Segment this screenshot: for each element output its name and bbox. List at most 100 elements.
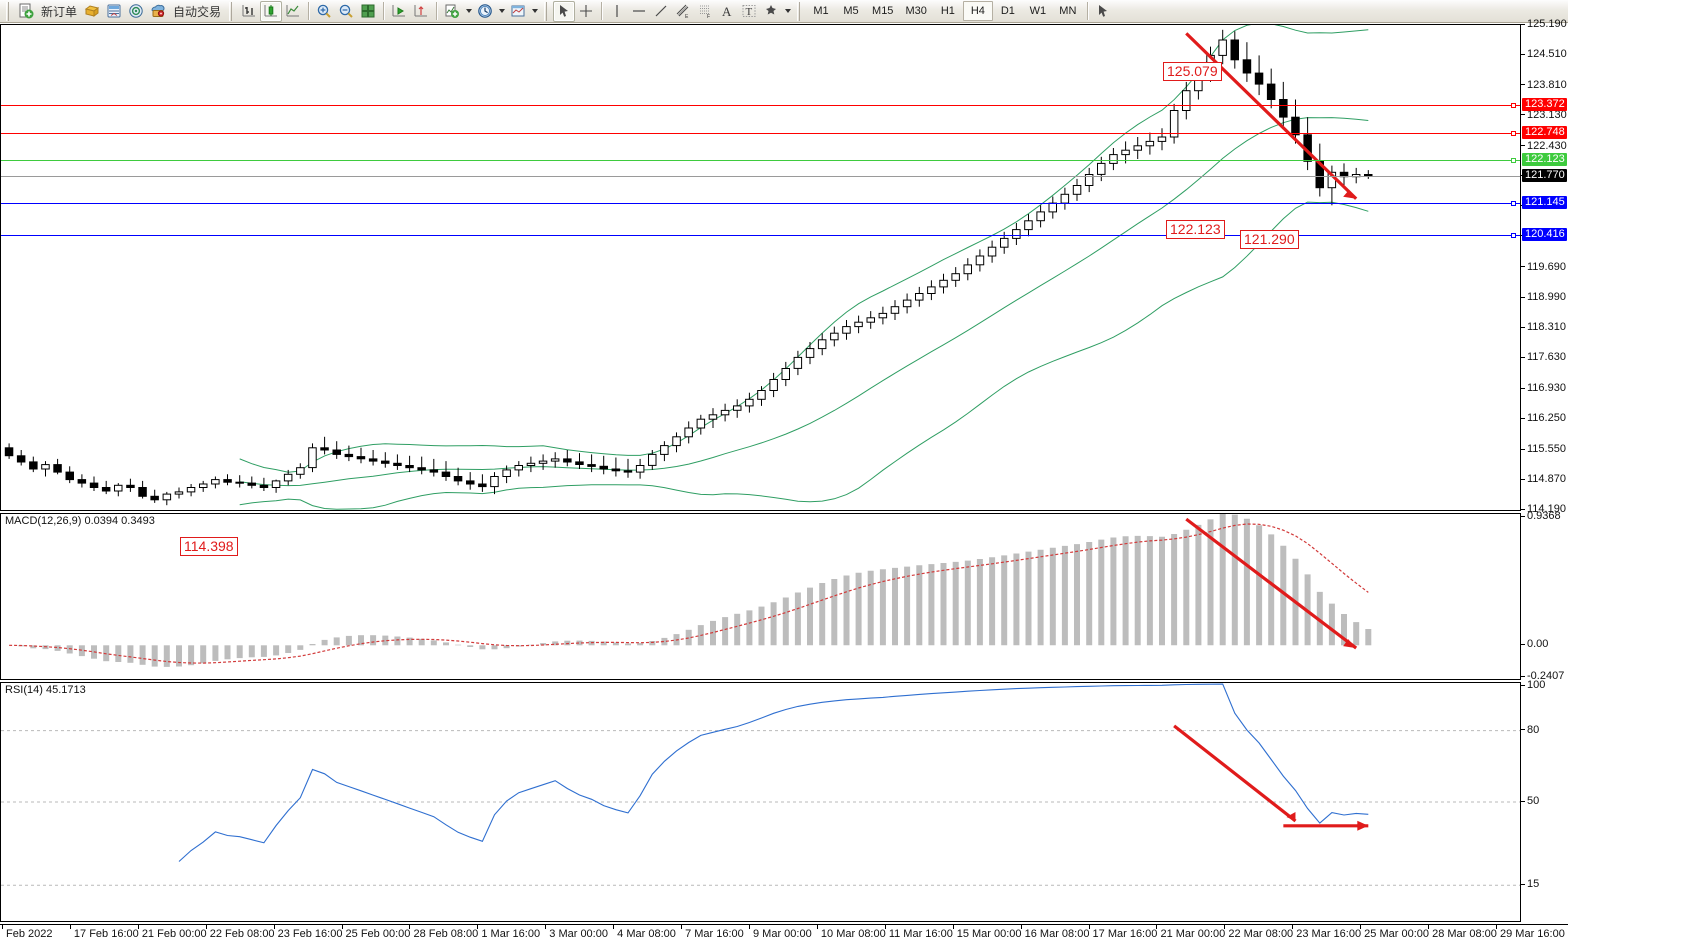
auto-trading-label[interactable]: 自动交易: [173, 4, 222, 19]
auto-trading-icon[interactable]: [147, 1, 169, 22]
horizontal-level-line[interactable]: [1, 160, 1520, 162]
price-level-label[interactable]: 122.748: [1522, 125, 1567, 139]
zoom-in-icon[interactable]: [313, 1, 335, 22]
level-line-handle[interactable]: [1511, 103, 1516, 109]
macd-pane[interactable]: MACD(12,26,9) 0.0394 0.3493: [0, 513, 1521, 680]
timeframe-m5[interactable]: M5: [843, 5, 859, 17]
indicators-dropdown-arrow[interactable]: [463, 1, 474, 22]
shapes-dropdown-arrow[interactable]: [782, 1, 793, 22]
svg-text:E: E: [685, 14, 689, 19]
time-tick-label: 1 Mar 16:00: [481, 928, 541, 940]
price-pane[interactable]: [0, 24, 1521, 511]
horizontal-level-line[interactable]: [1, 235, 1520, 237]
price-tick-label: 114.190: [1527, 503, 1566, 515]
price-tick: 125.190: [1521, 18, 1568, 30]
rsi-tick: 80: [1521, 724, 1568, 736]
vertical-line-icon[interactable]: [606, 1, 628, 22]
templates-icon[interactable]: [507, 1, 529, 22]
tile-windows-icon[interactable]: [357, 1, 379, 22]
cursor-icon[interactable]: [553, 0, 576, 22]
rsi-tick: 100: [1521, 679, 1568, 691]
price-level-label[interactable]: 122.123: [1522, 153, 1567, 167]
equidistant-channel-icon[interactable]: E: [672, 1, 694, 22]
level-line-handle[interactable]: [1511, 130, 1516, 136]
timeframe-m30[interactable]: M30: [905, 5, 927, 17]
price-annotation[interactable]: 114.398: [180, 537, 238, 556]
timeframe-d1[interactable]: D1: [1000, 5, 1015, 17]
price-scale[interactable]: 125.190 124.510 123.810 123.130 122.430 121.7…: [1521, 18, 1568, 922]
price-level-label[interactable]: 121.145: [1522, 196, 1567, 210]
toolbar-grip-3[interactable]: [543, 1, 551, 21]
trendline-icon[interactable]: [650, 1, 672, 22]
price-tick: 123.130: [1521, 109, 1568, 121]
timeframe-h1[interactable]: H1: [940, 5, 955, 17]
auto-scroll-icon[interactable]: [388, 1, 410, 22]
toolbar-grip-2[interactable]: [228, 1, 236, 21]
horizontal-level-line[interactable]: [1, 105, 1520, 107]
time-tick-label: 17 Feb 16:00: [73, 928, 139, 940]
new-order-icon[interactable]: [15, 1, 37, 22]
price-annotation[interactable]: 121.290: [1240, 230, 1299, 249]
chart-canvas[interactable]: MACD(12,26,9) 0.0394 0.3493 RSI(14) 45.1…: [0, 18, 1568, 943]
macd-tick: 0.00: [1521, 638, 1568, 650]
candlestick-chart-icon[interactable]: [260, 0, 283, 22]
timeframe-mn[interactable]: MN: [1059, 5, 1077, 17]
time-scale[interactable]: Feb 2022 17 Feb 16:00 21 Feb 00:00 22 Feb 0…: [0, 924, 1568, 943]
period-icon[interactable]: [474, 1, 496, 22]
price-tick-label: 116.930: [1527, 382, 1566, 395]
chart-shift-icon[interactable]: [410, 1, 432, 22]
price-tick: 115.550: [1521, 443, 1568, 455]
period-dropdown-arrow[interactable]: [496, 1, 507, 22]
time-tick: [341, 925, 343, 929]
shapes-icon[interactable]: [760, 1, 782, 22]
price-level-label[interactable]: 121.770: [1522, 168, 1567, 182]
zoom-out-icon[interactable]: [335, 1, 357, 22]
price-tick-label: 117.630: [1527, 351, 1566, 364]
horizontal-level-line[interactable]: [1, 203, 1520, 205]
price-annotation[interactable]: 122.123: [1166, 220, 1225, 239]
price-plot: [4, 25, 1373, 510]
new-order-label[interactable]: 新订单: [41, 4, 78, 19]
price-level-label[interactable]: 123.372: [1522, 98, 1567, 112]
level-line-handle[interactable]: [1511, 158, 1516, 164]
level-line-handle[interactable]: [1511, 233, 1516, 239]
price-tick-label: 123.810: [1527, 78, 1567, 91]
timeframe-w1[interactable]: W1: [1029, 5, 1047, 17]
time-tick: [1292, 925, 1294, 929]
bar-chart-icon[interactable]: [238, 1, 260, 22]
indicators-icon[interactable]: [441, 1, 463, 22]
time-tick-label: 21 Mar 00:00: [1160, 928, 1226, 940]
time-tick-label: 10 Mar 08:00: [820, 928, 886, 940]
price-tick-label: 114.870: [1527, 473, 1566, 486]
templates-dropdown-arrow[interactable]: [529, 1, 540, 22]
timeframe-m1[interactable]: M1: [813, 5, 829, 17]
crosshair-icon[interactable]: [575, 1, 597, 22]
time-tick-label: 16 Mar 08:00: [1024, 928, 1090, 940]
price-tick-label: 116.250: [1527, 412, 1566, 425]
timeframe-h4[interactable]: H4: [962, 1, 993, 21]
arrow-cursor-icon[interactable]: [1092, 1, 1114, 22]
time-tick-label: 29 Mar 16:00: [1500, 928, 1565, 940]
line-chart-icon[interactable]: [282, 1, 304, 22]
horizontal-level-line[interactable]: [1, 132, 1520, 134]
profiles-icon[interactable]: [81, 1, 103, 22]
horizontal-line-icon[interactable]: [628, 1, 650, 22]
svg-text:T: T: [746, 6, 753, 18]
toolbar-grip-4[interactable]: [796, 1, 804, 21]
time-tick-label: 21 Feb 00:00: [141, 928, 207, 940]
market-watch-icon[interactable]: [103, 1, 125, 22]
text-icon[interactable]: T: [738, 1, 760, 22]
navigator-icon[interactable]: [125, 1, 147, 22]
time-tick-label: 28 Feb 08:00: [413, 928, 479, 940]
time-tick: [1360, 925, 1362, 929]
fibonacci-icon[interactable]: F: [694, 1, 716, 22]
price-annotation[interactable]: 125.079: [1163, 62, 1222, 81]
level-line-handle[interactable]: [1511, 201, 1516, 207]
time-tick: [613, 925, 615, 929]
text-label-icon[interactable]: A: [716, 1, 738, 22]
rsi-pane[interactable]: RSI(14) 45.1713: [0, 682, 1521, 922]
price-level-label[interactable]: 120.416: [1522, 228, 1567, 242]
toolbar-grip[interactable]: [5, 1, 12, 21]
rsi-tick-label: 100: [1527, 679, 1546, 691]
timeframe-m15[interactable]: M15: [872, 5, 894, 17]
